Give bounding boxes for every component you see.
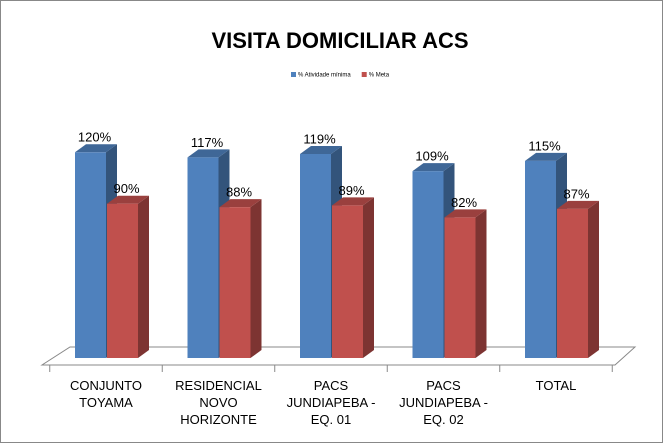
bar-top xyxy=(107,195,149,204)
bar xyxy=(300,154,331,358)
bar xyxy=(525,160,556,358)
bar-side xyxy=(363,197,374,358)
bar xyxy=(557,208,588,358)
x-tick-label: PACS JUNDIAPEBA - EQ. 02 xyxy=(399,378,488,427)
bar-top xyxy=(332,197,374,206)
x-tick-label: PACS JUNDIAPEBA - EQ. 01 xyxy=(286,378,376,427)
bar xyxy=(187,157,219,358)
legend-label: % Meta xyxy=(369,73,390,79)
bar-top xyxy=(187,149,230,158)
bar xyxy=(107,203,138,358)
legend-swatch xyxy=(291,72,296,77)
value-label: 115% xyxy=(528,138,561,153)
value-label: 120% xyxy=(78,130,112,145)
value-label: 90% xyxy=(113,181,139,196)
value-label: 119% xyxy=(303,131,336,146)
value-label: 89% xyxy=(338,183,364,198)
value-label: 87% xyxy=(563,186,589,201)
bar-side xyxy=(475,209,487,358)
value-label: 82% xyxy=(451,195,477,210)
bar xyxy=(75,152,106,358)
bar-side xyxy=(588,200,599,358)
legend-swatch xyxy=(361,72,367,77)
bar-top xyxy=(412,163,455,172)
x-tick-label: CONJUNTO TOYAMA xyxy=(70,378,142,410)
bar-top xyxy=(300,146,342,154)
bar xyxy=(219,207,251,358)
value-label: 88% xyxy=(226,185,252,200)
value-label: 109% xyxy=(415,149,449,164)
legend-label: % Atividade mínima xyxy=(298,73,351,79)
bar xyxy=(412,171,444,358)
bar xyxy=(332,205,363,358)
bar-top xyxy=(219,199,262,208)
bar-top xyxy=(525,152,567,161)
bar-side xyxy=(250,199,262,358)
bar xyxy=(444,217,476,358)
chart-title: VISITA DOMICILIAR ACS xyxy=(211,28,468,53)
bar-top xyxy=(557,200,599,209)
bar-top xyxy=(75,144,117,153)
x-tick-label: RESIDENCIAL NOVO HORIZONTE xyxy=(175,378,262,427)
value-label: 117% xyxy=(191,135,224,150)
x-tick-label: TOTAL xyxy=(535,378,577,393)
bar-top xyxy=(444,209,487,218)
bar-side xyxy=(138,195,149,358)
